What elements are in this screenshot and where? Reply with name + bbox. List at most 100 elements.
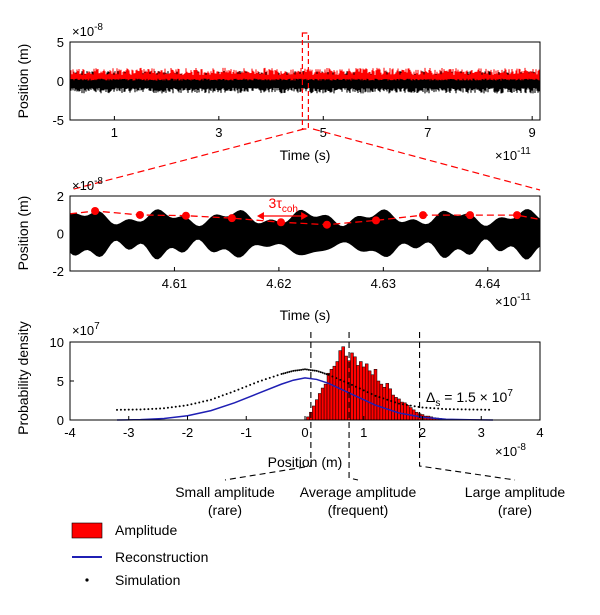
zoom-amplitude-point	[181, 211, 190, 220]
zoom-y-tick-label: 2	[57, 189, 64, 204]
simulation-point	[131, 408, 134, 411]
amplitude-marker-line	[419, 332, 516, 481]
coherence-annotation: 3τcoh	[256, 195, 309, 220]
simulation-point	[460, 408, 463, 411]
simulation-point	[300, 368, 303, 371]
simulation-point	[272, 375, 275, 378]
histogram-bar	[403, 402, 407, 421]
top-amplitude-trace	[70, 67, 540, 81]
simulation-point	[292, 369, 295, 372]
simulation-point	[358, 387, 361, 390]
simulation-point	[476, 408, 479, 411]
simulation-point	[296, 369, 299, 372]
histogram-y-tick-label: 10	[50, 335, 64, 350]
zoom-y-multiplier: ×10-8	[72, 176, 103, 193]
simulation-point	[284, 371, 287, 374]
simulation-point	[413, 405, 416, 408]
simulation-point	[253, 382, 256, 385]
simulation-point	[315, 369, 318, 372]
simulation-point	[257, 380, 259, 383]
simulation-point	[305, 368, 308, 371]
simulation-point	[429, 407, 432, 410]
simulation-point	[198, 401, 201, 404]
zoom-x-label: Time (s)	[280, 307, 331, 323]
simulation-point	[245, 385, 248, 388]
simulation-point	[354, 385, 357, 388]
histogram-bar	[320, 387, 325, 421]
amplitude-marker-sublabel: (rare)	[208, 502, 242, 518]
simulation-point	[464, 408, 467, 411]
simulation-point	[366, 391, 369, 394]
simulation-point	[339, 378, 342, 381]
top-y-label: Position (m)	[15, 44, 31, 119]
simulation-point	[280, 372, 283, 375]
simulation-point	[327, 373, 330, 376]
simulation-point	[311, 369, 314, 372]
coherence-label: 3τcoh	[269, 195, 298, 215]
simulation-point	[139, 408, 142, 411]
simulation-point	[163, 407, 165, 410]
histogram-bar	[370, 374, 375, 421]
simulation-point	[249, 383, 252, 386]
simulation-point	[452, 408, 455, 411]
simulation-point	[268, 376, 271, 379]
simulation-point	[394, 401, 397, 404]
amplitude-marker-label: Average amplitude	[300, 484, 417, 500]
top-x-tick-label: 7	[424, 125, 431, 140]
amplitude-marker-sublabel: (rare)	[498, 502, 532, 518]
simulation-point	[390, 400, 393, 403]
simulation-point	[370, 393, 373, 395]
histogram-axes-frame	[69, 341, 541, 421]
histogram-bar	[382, 386, 387, 421]
histogram-x-tick-label: 2	[419, 425, 426, 440]
histogram-x-tick-label: 0	[301, 425, 308, 440]
zoom-amplitude-dashed-line	[69, 210, 541, 226]
simulation-point	[260, 379, 263, 382]
histogram-x-tick-label: -4	[64, 425, 76, 440]
histogram-x-tick-label: -2	[182, 425, 194, 440]
top-x-label: Time (s)	[280, 147, 331, 163]
simulation-point	[123, 408, 126, 411]
simulation-point	[294, 369, 297, 372]
simulation-point	[448, 408, 451, 411]
zoom-plot-area	[69, 207, 541, 260]
histogram-bar	[335, 361, 340, 421]
delta-s-label: Δs = 1.5 × 107	[426, 388, 513, 409]
simulation-point	[307, 368, 310, 371]
top-plot-area	[70, 67, 540, 94]
histogram-bar	[341, 346, 345, 421]
top-x-ticks: 1 3 5 7 9	[111, 116, 536, 140]
amplitude-marker-label: Large amplitude	[465, 484, 566, 500]
simulation-point	[309, 369, 312, 372]
coherence-arrowhead-left	[256, 212, 264, 220]
simulation-point	[409, 404, 412, 407]
simulation-point	[190, 403, 193, 406]
top-y-ticks: 5 0 -5	[52, 35, 74, 128]
histogram-x-tick-label: 4	[536, 425, 543, 440]
simulation-point	[282, 372, 285, 375]
zoom-line-left	[69, 128, 305, 191]
simulation-point	[119, 408, 122, 411]
zoom-x-tick-label: 4.63	[371, 276, 396, 291]
histogram-x-tick-label: 3	[478, 425, 485, 440]
simulation-point	[405, 403, 408, 406]
simulation-point	[241, 387, 244, 390]
simulation-point	[437, 407, 440, 410]
top-y-tick-label: -5	[52, 113, 64, 128]
simulation-point	[298, 369, 301, 372]
zoom-amplitude-point	[419, 211, 428, 220]
top-x-tick-label: 9	[529, 125, 536, 140]
simulation-point	[325, 373, 328, 376]
legend-simulation-label: Simulation	[115, 572, 180, 588]
histogram-bar	[353, 356, 357, 421]
zoom-signal-envelope	[70, 209, 540, 260]
simulation-point	[484, 408, 487, 411]
legend-amplitude-swatch	[71, 522, 103, 539]
zoom-amplitude-point	[322, 220, 331, 229]
simulation-point	[210, 398, 212, 401]
simulation-point	[317, 370, 320, 373]
amplitude-markers: Small amplitude (rare) Average amplitude (f…	[175, 332, 565, 518]
simulation-point	[264, 378, 267, 381]
simulation-point	[186, 404, 189, 407]
